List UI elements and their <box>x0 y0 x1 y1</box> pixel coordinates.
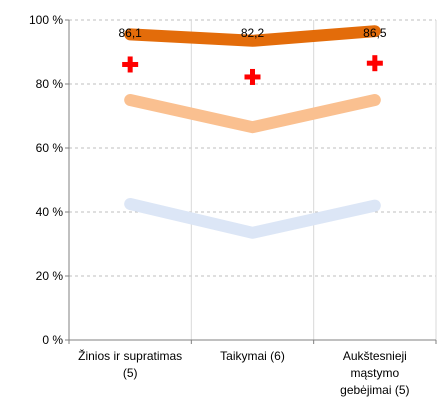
x-category-label-line: Taikymai (6) <box>220 349 285 363</box>
x-category-label: Žinios ir supratimas (5) <box>78 348 182 380</box>
series-line <box>124 25 381 47</box>
y-tick-label: 100 % <box>29 13 63 27</box>
cross-vertical-bar <box>127 56 133 73</box>
x-category-label-line: Aukštesnieji <box>343 349 407 363</box>
y-tick-label: 60 % <box>36 141 64 155</box>
data-label: 82,2 <box>241 26 265 40</box>
cross-vertical-bar <box>250 68 255 85</box>
x-category-label: Taikymai (6) <box>220 349 285 363</box>
y-tick-label: 40 % <box>36 205 64 219</box>
y-tick-label: 20 % <box>36 269 64 283</box>
series-line <box>124 94 381 134</box>
x-category-label: Aukštesnieji mąstymo gebėjimai (5) <box>340 349 409 397</box>
x-category-label-line: gebėjimai (5) <box>340 383 409 397</box>
axes: 0 % 20 % 40 % 60 % 80 % 100 % Žinios ir suprat… <box>29 13 437 397</box>
data-point-marker <box>366 55 383 72</box>
y-tick-label: 80 % <box>36 77 64 91</box>
series-line <box>124 198 381 239</box>
data-point-marker <box>244 68 261 85</box>
data-label: 86,1 <box>118 26 142 40</box>
data-point-marker <box>122 56 139 73</box>
labels: 86,1 82,2 86,5 <box>118 26 386 40</box>
data-label: 86,5 <box>363 26 387 40</box>
x-category-label-line: (5) <box>123 366 138 380</box>
cross-vertical-bar <box>372 55 378 72</box>
x-category-label-line: mąstymo <box>350 366 399 380</box>
series <box>122 25 383 239</box>
y-tick-label: 0 % <box>42 333 63 347</box>
grid <box>69 19 437 340</box>
x-category-label-line: Žinios ir supratimas <box>78 348 182 363</box>
